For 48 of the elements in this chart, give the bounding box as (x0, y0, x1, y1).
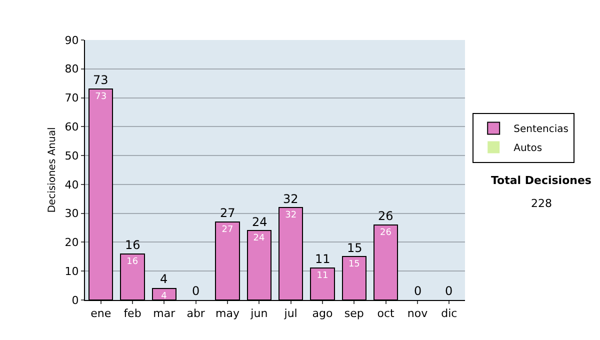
total-label: 27 (220, 206, 236, 220)
y-tick-label: 10 (64, 264, 79, 278)
x-tick-label: nov (407, 307, 428, 320)
x-tick-label: jul (283, 307, 298, 320)
y-tick-label: 80 (64, 62, 79, 76)
total-label: 11 (315, 252, 330, 266)
total-label: 4 (160, 272, 168, 286)
text: Total Decisiones (491, 174, 592, 187)
y-tick-label: 90 (64, 34, 79, 47)
x-tick-label: dic (441, 307, 458, 320)
x-tick-label: feb (124, 307, 142, 320)
data-label: 26 (380, 228, 392, 238)
data-label: 32 (285, 210, 297, 221)
legend-label: Sentencias (514, 124, 568, 136)
data-label: 73 (95, 92, 107, 102)
x-tick-label: oct (377, 307, 396, 320)
total-label: 15 (347, 241, 362, 255)
total-label: 16 (125, 238, 140, 252)
y-tick-label: 50 (64, 149, 79, 162)
data-label: 16 (126, 256, 138, 267)
x-tick-label: may (216, 307, 240, 320)
y-tick-label: 60 (64, 120, 79, 134)
y-tick-label: 30 (64, 207, 79, 220)
legend-label: Autos (514, 143, 542, 154)
data-label: 24 (253, 234, 266, 244)
text: 228 (531, 197, 552, 210)
total-label: 0 (192, 284, 200, 298)
total-label: 26 (378, 209, 394, 223)
y-tick-label: 70 (64, 92, 79, 105)
total-label: 0 (445, 284, 453, 298)
x-tick-label: sep (344, 307, 364, 320)
total-label: 32 (283, 192, 298, 206)
y-axis-title: Decisiones Anual (47, 127, 58, 213)
x-tick-label: jun (250, 307, 268, 320)
total-label: 24 (252, 215, 268, 229)
x-tick-label: ene (90, 307, 112, 320)
y-tick-label: 40 (64, 178, 79, 192)
data-label: 11 (316, 271, 328, 282)
x-tick-label: ago (312, 307, 333, 320)
total-label: 0 (414, 284, 422, 298)
data-label: 27 (222, 225, 234, 235)
data-label: 4 (161, 291, 168, 302)
x-tick-label: abr (186, 307, 206, 320)
data-label: 15 (348, 260, 360, 270)
x-tick-label: mar (153, 307, 176, 320)
y-tick-label: 0 (72, 294, 79, 307)
total-label: 73 (93, 73, 108, 87)
y-tick-label: 20 (64, 236, 79, 250)
